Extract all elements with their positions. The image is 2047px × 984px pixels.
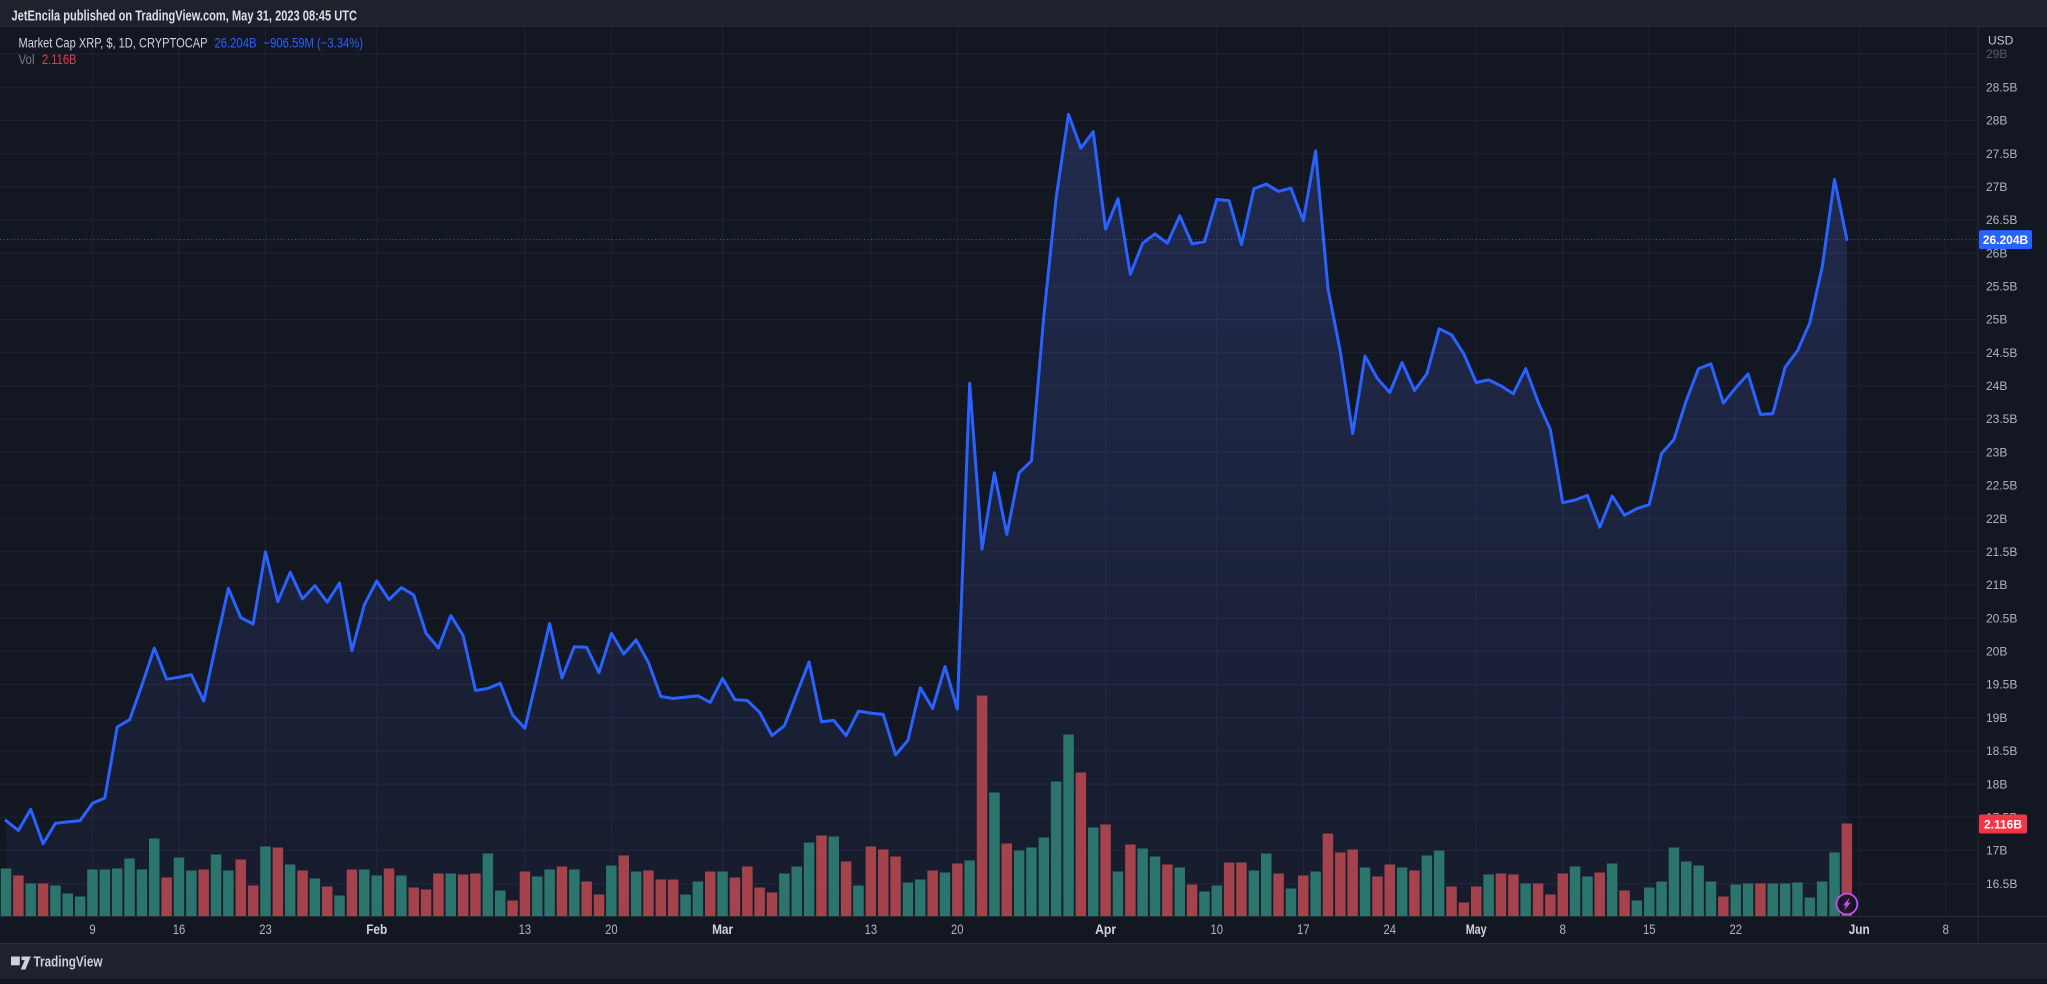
svg-text:22: 22 [1729,921,1742,937]
svg-text:25.5B: 25.5B [1986,280,2017,294]
svg-text:Apr: Apr [1095,921,1116,937]
svg-text:USD: USD [1988,34,2014,48]
svg-text:23.5B: 23.5B [1986,412,2017,426]
svg-text:28.5B: 28.5B [1986,80,2017,94]
svg-text:27.5B: 27.5B [1986,147,2017,161]
svg-text:18.5B: 18.5B [1986,744,2017,758]
svg-text:17: 17 [1297,921,1310,937]
svg-text:17B: 17B [1986,844,2007,858]
svg-text:Feb: Feb [366,921,387,937]
svg-text:13: 13 [519,921,532,937]
svg-text:21.5B: 21.5B [1986,545,2017,559]
svg-text:13: 13 [865,921,878,937]
svg-text:23B: 23B [1986,445,2007,459]
svg-text:15: 15 [1643,921,1656,937]
svg-text:25B: 25B [1986,313,2007,327]
svg-text:27B: 27B [1986,180,2007,194]
svg-text:18B: 18B [1986,777,2007,791]
svg-text:24: 24 [1384,921,1397,937]
svg-text:8: 8 [1559,921,1566,937]
svg-text:TradingView: TradingView [34,954,103,971]
svg-text:23: 23 [259,921,272,937]
svg-text:16: 16 [173,921,186,937]
svg-text:20B: 20B [1986,645,2007,659]
svg-text:9: 9 [89,921,96,937]
svg-text:−906.59M (−3.34%): −906.59M (−3.34%) [264,35,364,51]
svg-text:22.5B: 22.5B [1986,479,2017,493]
svg-text:24.5B: 24.5B [1986,346,2017,360]
svg-text:26B: 26B [1986,246,2007,260]
svg-text:19B: 19B [1986,711,2007,725]
svg-text:2.116B: 2.116B [42,51,77,67]
svg-text:Vol: Vol [19,51,35,67]
svg-text:Jun: Jun [1849,921,1870,937]
svg-text:26.5B: 26.5B [1986,213,2017,227]
svg-text:26.204B: 26.204B [1983,233,2029,247]
svg-text:JetEncila published on Trading: JetEncila published on TradingView.com, … [12,8,358,25]
svg-text:20: 20 [605,921,618,937]
svg-text:8: 8 [1942,921,1949,937]
svg-text:26.204B: 26.204B [215,35,257,51]
svg-text:20.5B: 20.5B [1986,611,2017,625]
svg-text:28B: 28B [1986,114,2007,128]
svg-text:22B: 22B [1986,512,2007,526]
svg-text:Market Cap XRP, $, 1D, CRYPTOC: Market Cap XRP, $, 1D, CRYPTOCAP [19,35,208,51]
svg-text:29B: 29B [1986,47,2007,61]
svg-text:May: May [1466,921,1487,937]
svg-text:Mar: Mar [712,921,733,937]
svg-text:16.5B: 16.5B [1986,877,2017,891]
svg-text:24B: 24B [1986,379,2007,393]
svg-text:19.5B: 19.5B [1986,678,2017,692]
svg-text:10: 10 [1211,921,1224,937]
svg-text:20: 20 [951,921,964,937]
svg-text:2.116B: 2.116B [1984,817,2022,831]
svg-text:21B: 21B [1986,578,2007,592]
